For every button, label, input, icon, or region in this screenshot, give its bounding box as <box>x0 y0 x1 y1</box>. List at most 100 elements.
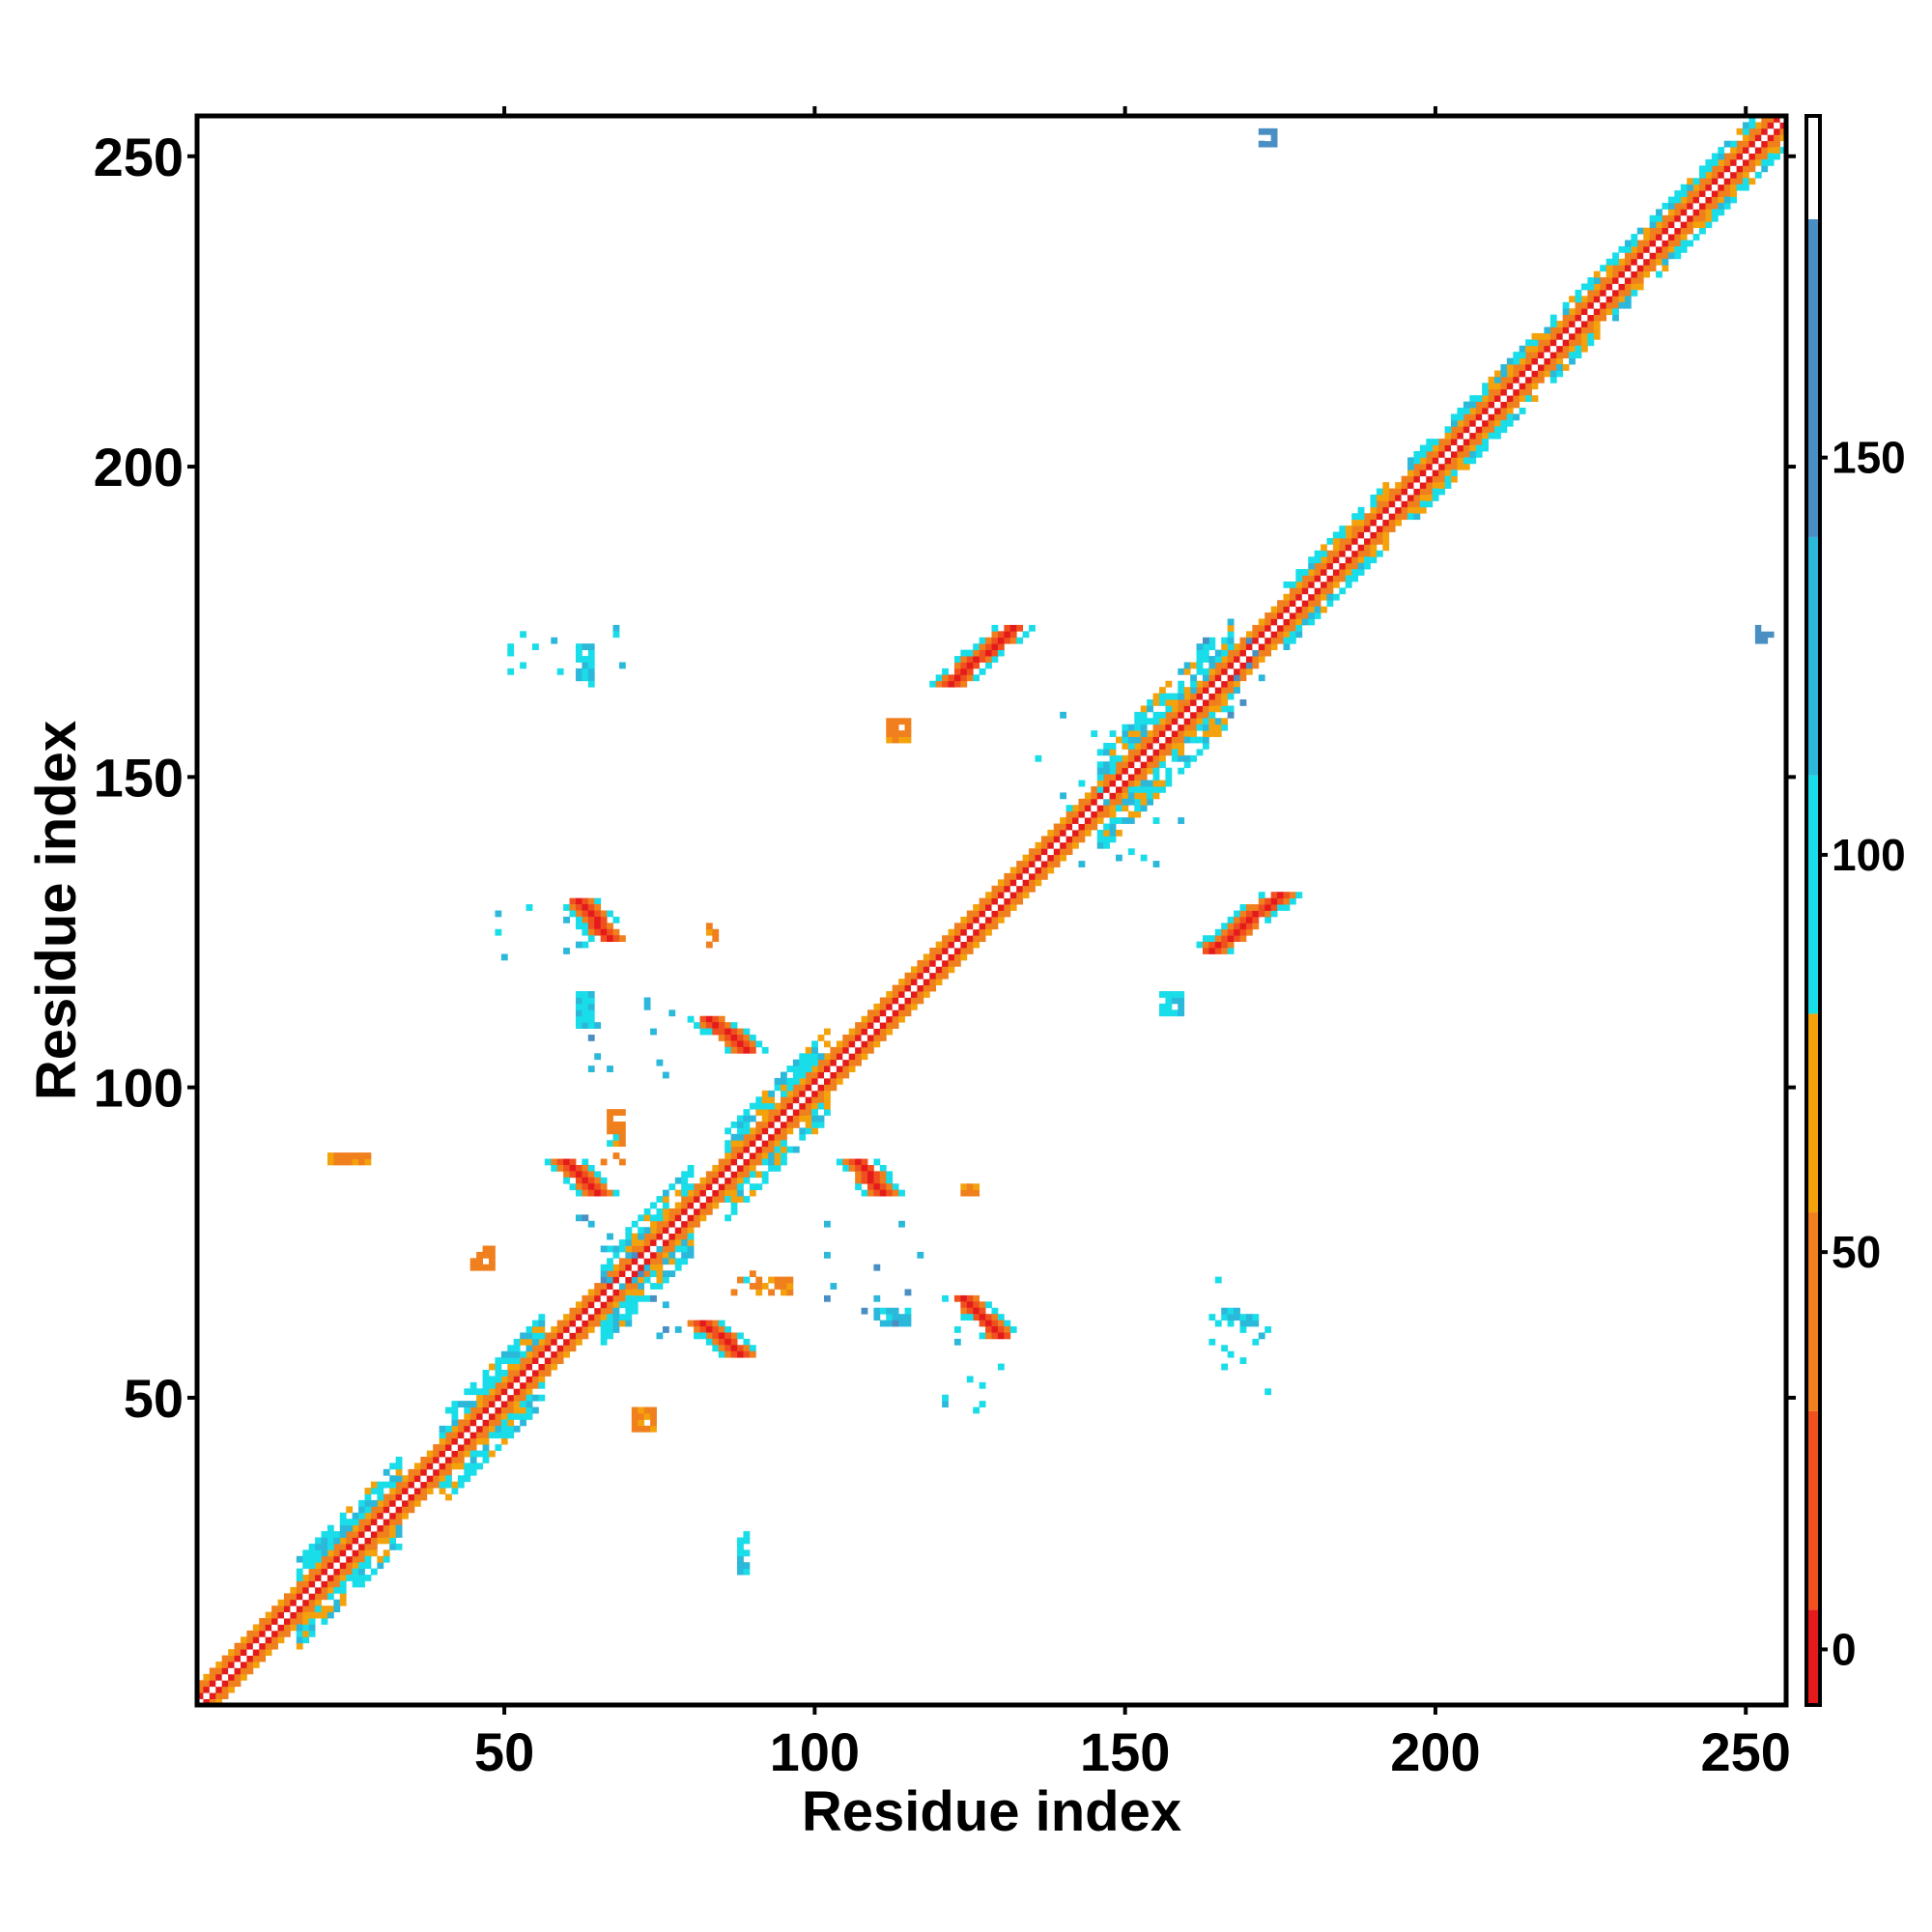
heatmap-cell <box>538 1320 546 1327</box>
heatmap-cell <box>575 1183 582 1191</box>
heatmap-cell <box>612 1140 620 1148</box>
heatmap-cell <box>495 1432 502 1439</box>
heatmap-cell <box>855 1164 862 1172</box>
heatmap-cell <box>1438 469 1445 477</box>
heatmap-cell <box>774 1109 781 1116</box>
heatmap-cell <box>582 1301 589 1309</box>
heatmap-cell <box>1308 556 1316 564</box>
heatmap-cell <box>805 1078 812 1085</box>
heatmap-cell <box>321 1618 328 1625</box>
heatmap-cell <box>811 1053 818 1061</box>
heatmap-cell <box>582 1189 589 1197</box>
heatmap-cell <box>389 1499 397 1507</box>
heatmap-cell <box>1147 749 1153 756</box>
heatmap-cell <box>705 1028 713 1036</box>
heatmap-cell <box>1537 352 1545 359</box>
heatmap-cell <box>737 1028 744 1036</box>
heatmap-cell <box>811 1096 818 1104</box>
heatmap-cell <box>718 1022 725 1029</box>
heatmap-cell <box>618 1283 626 1290</box>
heatmap-cell <box>681 1227 689 1235</box>
heatmap-cell <box>1147 736 1153 744</box>
heatmap-cell <box>582 923 589 930</box>
heatmap-cell <box>1159 687 1166 694</box>
heatmap-cell <box>1208 705 1216 713</box>
heatmap-cell <box>420 1481 428 1489</box>
heatmap-cell <box>587 916 595 923</box>
heatmap-cell <box>966 910 974 918</box>
heatmap-cell <box>495 1401 502 1407</box>
heatmap-cell <box>1531 345 1539 353</box>
heatmap-cell <box>1401 482 1408 489</box>
heatmap-cell <box>1009 631 1017 639</box>
heatmap-cell <box>1202 693 1209 700</box>
heatmap-cell <box>681 1233 689 1240</box>
heatmap-cell <box>1656 221 1662 229</box>
heatmap-cell <box>1438 450 1445 458</box>
heatmap-cell <box>1202 668 1209 675</box>
heatmap-cell <box>1649 227 1657 235</box>
heatmap-cell <box>389 1512 397 1520</box>
heatmap-cell <box>1612 283 1619 291</box>
heatmap-cell <box>761 1152 769 1159</box>
heatmap-cell <box>383 1524 390 1532</box>
heatmap-cell <box>935 972 943 980</box>
heatmap-cell <box>917 979 924 986</box>
heatmap-cell <box>867 1015 874 1023</box>
heatmap-cell <box>1370 506 1378 514</box>
heatmap-cell <box>997 649 1005 657</box>
heatmap-cell <box>1556 321 1564 327</box>
heatmap-cell <box>1239 649 1247 657</box>
heatmap-cell <box>966 1301 974 1309</box>
heatmap-cell <box>737 1177 744 1184</box>
heatmap-cell <box>290 1605 298 1613</box>
heatmap-cell <box>650 1294 657 1302</box>
heatmap-cell <box>1258 1332 1265 1340</box>
heatmap-cell <box>333 1605 341 1613</box>
heatmap-cell <box>1016 879 1024 887</box>
heatmap-cell <box>1376 537 1383 545</box>
heatmap-cell <box>1730 178 1737 185</box>
heatmap-cell <box>575 941 582 949</box>
heatmap-cell <box>1662 252 1669 260</box>
heatmap-cell <box>1234 687 1240 694</box>
heatmap-cell <box>699 1183 707 1191</box>
heatmap-cell <box>1103 774 1110 781</box>
heatmap-cell <box>643 1412 651 1420</box>
heatmap-cell <box>923 991 930 998</box>
heatmap-cell <box>997 1326 1005 1333</box>
heatmap-cell <box>600 1332 608 1340</box>
heatmap-cell <box>445 1425 452 1433</box>
heatmap-cell <box>1258 643 1265 651</box>
heatmap-cell <box>781 1096 787 1104</box>
heatmap-cell <box>1270 643 1278 651</box>
heatmap-cell <box>904 1307 912 1315</box>
heatmap-cell <box>960 1314 968 1321</box>
heatmap-cell <box>439 1481 446 1489</box>
heatmap-cell <box>1656 245 1662 253</box>
heatmap-cell <box>1519 364 1526 371</box>
heatmap-cell <box>730 1338 738 1346</box>
heatmap-cell <box>246 1662 254 1668</box>
heatmap-cell <box>1711 158 1719 166</box>
heatmap-cell <box>618 1258 626 1265</box>
heatmap-cell <box>650 1220 657 1228</box>
heatmap-cell <box>1612 270 1619 278</box>
heatmap-cell <box>1202 718 1209 725</box>
heatmap-cell <box>1190 662 1197 669</box>
heatmap-cell <box>569 1171 577 1179</box>
heatmap-cell <box>1767 128 1775 135</box>
heatmap-cell <box>612 1294 620 1302</box>
heatmap-cell <box>1289 593 1296 601</box>
heatmap-cell <box>1208 662 1216 669</box>
heatmap-cell <box>1065 841 1073 849</box>
heatmap-cell <box>830 1084 838 1092</box>
heatmap-cell <box>873 1040 881 1048</box>
heatmap-cell <box>892 1015 899 1023</box>
heatmap-cell <box>873 1003 881 1010</box>
heatmap-cell <box>1078 817 1086 824</box>
heatmap-cell <box>1519 388 1526 396</box>
heatmap-cell <box>283 1624 291 1632</box>
heatmap-cell <box>1612 289 1619 297</box>
heatmap-cell <box>761 1121 769 1128</box>
